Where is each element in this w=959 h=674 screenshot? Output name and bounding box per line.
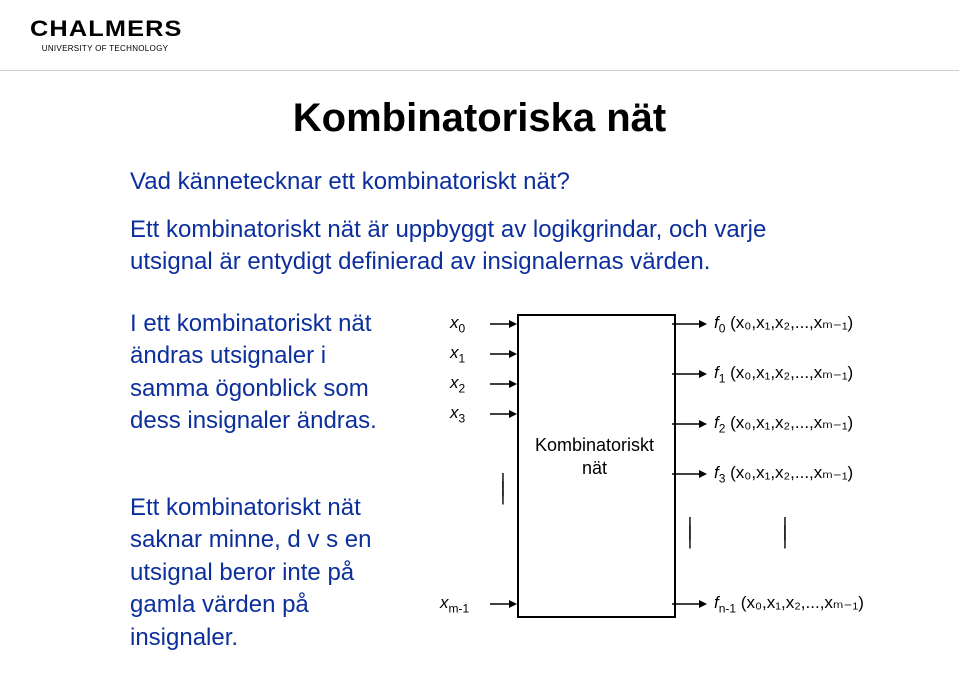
paragraph-3: Ett kombinatoriskt nät saknar minne, d v… [130, 492, 390, 654]
divider [0, 70, 959, 71]
page-title: Kombinatoriska nät [0, 96, 959, 141]
paragraph-1: Ett kombinatoriskt nät är uppbyggt av lo… [130, 214, 830, 279]
chalmers-logo: CHALMERS UNIVERSITY OF TECHNOLOGY [30, 16, 180, 53]
slide: CHALMERS UNIVERSITY OF TECHNOLOGY Kombin… [0, 0, 959, 674]
logo-main: CHALMERS [30, 16, 203, 42]
subtitle: Vad kännetecknar ett kombinatoriskt nät? [130, 168, 570, 196]
logo-subtitle: UNIVERSITY OF TECHNOLOGY [30, 44, 180, 53]
output-label-last: fn-1 (x₀,x₁,x₂,...,xₘ₋₁) [714, 593, 864, 615]
paragraph-2: I ett kombinatoriskt nät ändras utsignal… [130, 308, 390, 438]
combinational-network-diagram: Kombinatorisktnätx0x1x2x3|||xm-1f0 (x₀,x… [432, 302, 912, 662]
